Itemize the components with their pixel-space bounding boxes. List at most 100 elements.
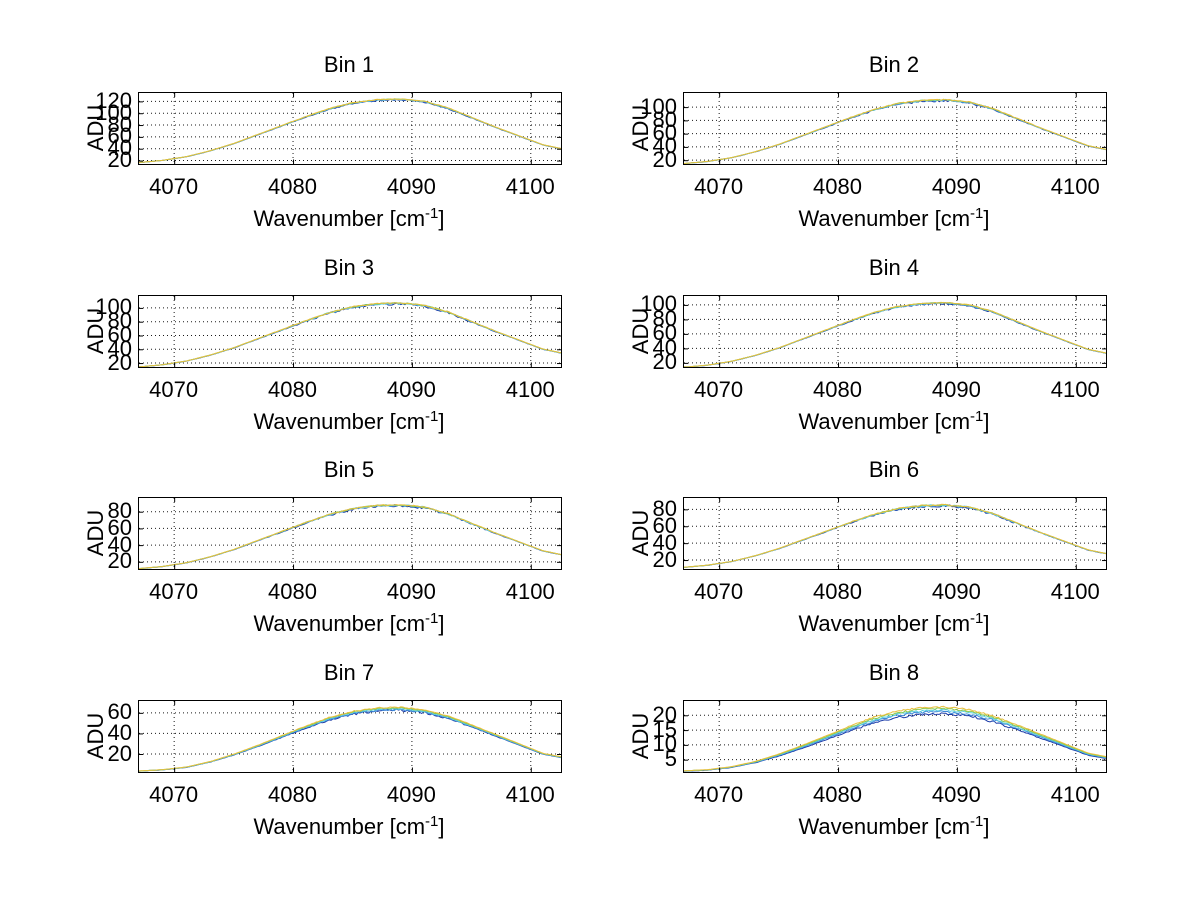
x-axis-label-superscript: -1 [425, 408, 439, 425]
y-tick-label: 60 [652, 512, 677, 538]
x-axis-label-bracket: ] [438, 814, 445, 839]
plot-area [683, 497, 1107, 570]
subplot-title: Bin 6 [868, 457, 920, 482]
y-tick-label: 100 [640, 93, 677, 119]
plot-area [138, 700, 562, 773]
y-tick-label: 20 [107, 349, 132, 375]
y-tick-label: 60 [107, 699, 132, 725]
x-axis-label: Wavenumber [cm-1] [683, 813, 1105, 841]
x-tick-label: 4080 [813, 782, 862, 807]
plot-area [138, 295, 562, 368]
plot-area [138, 497, 562, 570]
series-line-3 [138, 707, 562, 772]
x-axis-label-text: Wavenumber [cm [798, 611, 971, 636]
x-axis-label-bracket: ] [438, 409, 445, 434]
plot-area [683, 700, 1107, 773]
x-axis-label-text: Wavenumber [cm [253, 814, 426, 839]
series-line-4 [683, 705, 1107, 772]
subplot-title: Bin 4 [868, 255, 920, 280]
series-line-2 [138, 708, 562, 772]
x-tick-label: 4100 [505, 579, 555, 604]
y-tick-label: 60 [652, 120, 677, 146]
x-tick-label: 4090 [931, 377, 981, 402]
x-axis-label: Wavenumber [cm-1] [138, 813, 560, 841]
x-tick-label: 4070 [149, 782, 199, 807]
x-axis-label-bracket: ] [983, 814, 990, 839]
x-tick-label: 4090 [931, 579, 981, 604]
x-axis-label-text: Wavenumber [cm [798, 814, 971, 839]
x-tick-label: 4100 [505, 782, 555, 807]
y-tick-label: 60 [107, 514, 132, 540]
x-tick-label: 4070 [149, 377, 199, 402]
series-line-1 [138, 708, 562, 772]
y-tick-label: 20 [652, 546, 677, 572]
x-axis-label-superscript: -1 [425, 205, 439, 222]
y-tick-label: 20 [107, 147, 132, 173]
x-tick-label: 4080 [813, 377, 862, 402]
y-tick-label: 80 [652, 305, 677, 331]
x-tick-label: 4100 [1050, 174, 1100, 199]
x-axis-label-superscript: -1 [970, 610, 984, 627]
x-axis-label-superscript: -1 [970, 813, 984, 830]
x-axis-label-text: Wavenumber [cm [253, 409, 426, 434]
x-tick-label: 4090 [386, 174, 436, 199]
x-tick-label: 4070 [694, 377, 744, 402]
y-tick-label: 100 [95, 294, 132, 320]
y-tick-label: 40 [652, 334, 677, 360]
x-axis-label-text: Wavenumber [cm [253, 206, 426, 231]
series-line-4 [683, 503, 1107, 568]
y-tick-label: 40 [652, 133, 677, 159]
x-tick-label: 4070 [149, 579, 199, 604]
subplot-title: Bin 7 [323, 660, 375, 685]
x-axis-label-bracket: ] [438, 611, 445, 636]
series-line-0 [138, 708, 562, 772]
x-axis-label: Wavenumber [cm-1] [683, 408, 1105, 436]
x-tick-label: 4070 [694, 579, 744, 604]
y-tick-label: 100 [640, 291, 677, 317]
x-tick-label: 4100 [1050, 782, 1100, 807]
x-tick-label: 4080 [268, 782, 317, 807]
x-axis-label-superscript: -1 [970, 408, 984, 425]
x-tick-label: 4090 [931, 782, 981, 807]
subplot-title: Bin 3 [323, 255, 375, 280]
x-tick-label: 4070 [694, 782, 744, 807]
subplot-title: Bin 5 [323, 457, 375, 482]
series-line-4 [138, 504, 562, 570]
x-axis-label-text: Wavenumber [cm [798, 409, 971, 434]
y-tick-label: 80 [107, 308, 132, 334]
x-tick-label: 4080 [813, 579, 862, 604]
x-tick-label: 4100 [505, 174, 555, 199]
y-tick-label: 80 [652, 106, 677, 132]
y-tick-label: 80 [107, 111, 132, 137]
x-tick-label: 4080 [268, 377, 317, 402]
x-tick-label: 4090 [386, 782, 436, 807]
x-axis-label-bracket: ] [983, 611, 990, 636]
y-tick-label: 60 [652, 320, 677, 346]
x-axis-label-superscript: -1 [970, 205, 984, 222]
x-axis-label: Wavenumber [cm-1] [138, 205, 560, 233]
series-line-4 [138, 302, 562, 368]
y-tick-label: 40 [107, 531, 132, 557]
series-line-1 [684, 710, 1107, 772]
x-axis-label-superscript: -1 [425, 610, 439, 627]
y-tick-label: 40 [107, 135, 132, 161]
y-tick-label: 20 [652, 146, 677, 172]
y-tick-label: 60 [107, 321, 132, 347]
x-tick-label: 4080 [268, 174, 317, 199]
subplot-title: Bin 1 [323, 52, 375, 77]
y-tick-label: 100 [95, 99, 132, 125]
x-axis-label: Wavenumber [cm-1] [138, 408, 560, 436]
x-axis-label: Wavenumber [cm-1] [138, 610, 560, 638]
x-tick-label: 4070 [694, 174, 744, 199]
y-tick-label: 80 [107, 498, 132, 524]
subplot-title: Bin 2 [868, 52, 920, 77]
x-axis-label-bracket: ] [983, 409, 990, 434]
y-tick-label: 15 [652, 716, 677, 742]
y-tick-label: 120 [95, 87, 132, 113]
plot-area [683, 92, 1107, 165]
x-tick-label: 4100 [1050, 579, 1100, 604]
y-tick-label: 20 [107, 548, 132, 574]
x-tick-label: 4090 [931, 174, 981, 199]
series-line-4 [138, 706, 562, 772]
